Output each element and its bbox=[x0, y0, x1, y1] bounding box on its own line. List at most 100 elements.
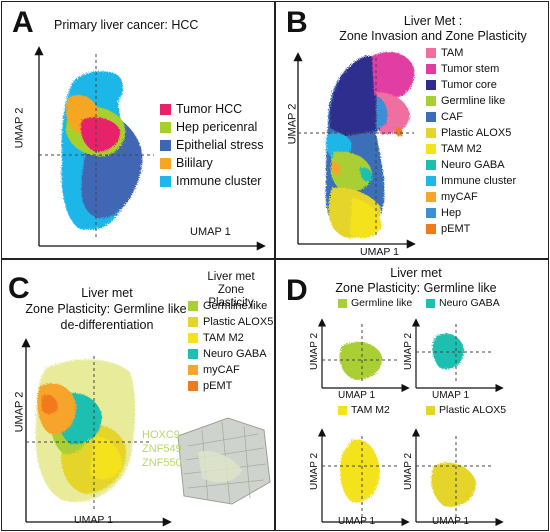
panel-d: D Liver met Zone Plasticity: Germline li… bbox=[275, 259, 549, 531]
subplot-4-ylabel: UMAP 2 bbox=[403, 452, 415, 491]
panel-b-title-line2: Zone Invasion and Zone Plasticity bbox=[339, 29, 527, 43]
legend-item: Immune cluster bbox=[160, 172, 264, 190]
legend-swatch bbox=[426, 96, 436, 106]
legend-swatch bbox=[160, 121, 171, 133]
subplot-plastic-cells bbox=[431, 462, 476, 507]
subplot-3-xlabel: UMAP 1 bbox=[338, 516, 376, 527]
cluster-tumor bbox=[80, 117, 121, 152]
legend-item: Plastic ALOX5 bbox=[188, 314, 273, 330]
subplot-2-xlabel: UMAP 1 bbox=[432, 390, 470, 401]
legend-label: Plastic ALOX5 bbox=[203, 316, 274, 328]
panel-c-umap bbox=[21, 338, 271, 527]
subplot-1-ylabel: UMAP 2 bbox=[309, 332, 321, 371]
panel-b-ylabel: UMAP 2 bbox=[286, 103, 299, 145]
subplot-1-xlabel: UMAP 1 bbox=[338, 390, 376, 401]
gene-label: ZNF550 bbox=[142, 457, 182, 469]
subplot-label: Neuro GABA bbox=[439, 297, 500, 309]
cluster-tumor-core bbox=[329, 56, 380, 136]
cluster-mycaf bbox=[331, 161, 341, 175]
legend-label: Tumor HCC bbox=[176, 102, 243, 116]
subplot-plastic-title: Plastic ALOX5 bbox=[426, 404, 506, 416]
panel-letter-a: A bbox=[12, 6, 34, 39]
legend-swatch bbox=[188, 349, 198, 359]
panel-letter-c: C bbox=[8, 272, 30, 305]
panel-d-title-line2: Zone Plasticity: Germline like bbox=[335, 281, 497, 295]
panel-c-legend-title2: Zone Plasticity bbox=[208, 284, 254, 309]
legend-swatch bbox=[426, 176, 436, 186]
legend-label: Tumor core bbox=[441, 79, 497, 91]
legend-item: pEMT bbox=[426, 221, 516, 237]
panel-d-title-line1: Liver met bbox=[390, 266, 442, 280]
panel-d-umaps bbox=[317, 318, 504, 527]
legend-label: pEMT bbox=[441, 223, 471, 235]
panel-letter-b: B bbox=[286, 6, 308, 39]
legend-label: myCAF bbox=[441, 191, 478, 203]
subplot-label: TAM M2 bbox=[351, 404, 390, 416]
legend-swatch bbox=[426, 160, 436, 170]
subplot-2-ylabel: UMAP 2 bbox=[403, 332, 415, 371]
legend-swatch bbox=[426, 405, 435, 415]
panel-a-legend: Tumor HCC Hep pericenral Epithelial stre… bbox=[160, 100, 264, 190]
legend-label: myCAF bbox=[203, 364, 240, 376]
panel-b-umap bbox=[293, 52, 416, 249]
cluster-hep bbox=[376, 96, 388, 130]
gene-label: HOXC9 bbox=[142, 429, 180, 441]
panel-c-legend-title1: Liver met bbox=[207, 271, 255, 283]
legend-item: Neuro GABA bbox=[426, 157, 516, 173]
legend-item: Hep pericenral bbox=[160, 118, 264, 136]
legend-item: Germline like bbox=[188, 298, 273, 314]
legend-swatch bbox=[160, 175, 171, 187]
legend-label: Neuro GABA bbox=[441, 159, 505, 171]
legend-swatch bbox=[188, 301, 198, 311]
legend-swatch bbox=[426, 64, 436, 74]
legend-item: Tumor stem bbox=[426, 61, 516, 77]
panel-a-xlabel: UMAP 1 bbox=[190, 226, 231, 238]
panel-a-ylabel: UMAP 2 bbox=[13, 107, 26, 149]
legend-item: TAM M2 bbox=[426, 141, 516, 157]
legend-label: Epithelial stress bbox=[176, 138, 264, 152]
panel-letter-d: D bbox=[286, 274, 308, 307]
legend-swatch bbox=[160, 103, 171, 115]
legend-item: myCAF bbox=[188, 362, 273, 378]
legend-item: TAM M2 bbox=[188, 330, 273, 346]
legend-swatch bbox=[426, 48, 436, 58]
legend-swatch bbox=[426, 224, 436, 234]
legend-label: Plastic ALOX5 bbox=[441, 127, 512, 139]
panel-b: B Liver Met : Zone Invasion and Zone Pla… bbox=[275, 1, 549, 259]
legend-item: TAM bbox=[426, 45, 516, 61]
legend-item: Bililary bbox=[160, 154, 264, 172]
legend-label: Neuro GABA bbox=[203, 348, 267, 360]
legend-swatch bbox=[160, 157, 171, 169]
legend-label: Immune cluster bbox=[441, 175, 517, 187]
legend-swatch bbox=[426, 144, 436, 154]
legend-label: pEMT bbox=[203, 380, 233, 392]
legend-item: Plastic ALOX5 bbox=[426, 125, 516, 141]
legend-swatch bbox=[188, 365, 198, 375]
legend-label: Germline like bbox=[203, 300, 268, 312]
panel-a: A Primary liver cancer: HCC Tumor HCC He… bbox=[1, 1, 275, 259]
legend-item: Hep bbox=[426, 205, 516, 221]
legend-item: Tumor core bbox=[426, 77, 516, 93]
legend-swatch bbox=[426, 80, 436, 90]
legend-label: Tumor stem bbox=[441, 63, 500, 75]
legend-swatch bbox=[426, 128, 436, 138]
cluster-neuro bbox=[360, 167, 373, 182]
subplot-germline-title: Germline like bbox=[338, 297, 412, 309]
cluster-pemt bbox=[42, 394, 58, 415]
legend-swatch bbox=[188, 381, 198, 391]
legend-label: TAM bbox=[441, 47, 464, 59]
panel-a-title: Primary liver cancer: HCC bbox=[54, 18, 199, 32]
subplot-4-xlabel: UMAP 1 bbox=[432, 516, 470, 527]
panel-b-title-line1: Liver Met : bbox=[403, 14, 463, 28]
panel-c-title-line3: de-differentiation bbox=[60, 318, 154, 332]
legend-item: Tumor HCC bbox=[160, 100, 264, 118]
legend-item: pEMT bbox=[188, 378, 273, 394]
legend-label: Germline like bbox=[441, 95, 506, 107]
subplot-label: Germline like bbox=[351, 297, 413, 309]
legend-label: CAF bbox=[441, 111, 463, 123]
panel-c-title-line2: Zone Plasticity: Germline like bbox=[25, 302, 187, 316]
legend-swatch bbox=[160, 139, 171, 151]
panel-a-umap bbox=[34, 46, 266, 251]
legend-label: TAM M2 bbox=[441, 143, 482, 155]
cluster-tumor-stem bbox=[372, 52, 415, 98]
